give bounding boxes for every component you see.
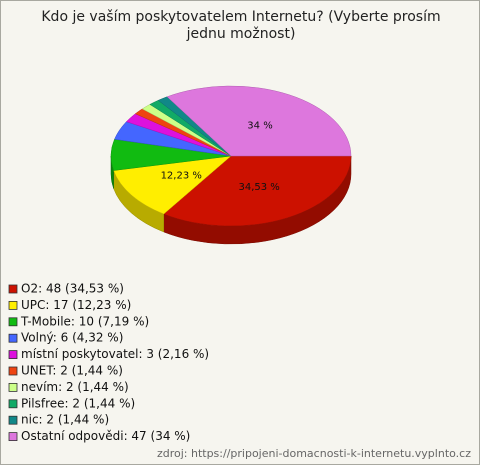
legend-swatch <box>8 382 18 392</box>
legend-swatch <box>8 350 18 360</box>
legend-label: UPC: 17 (12,23 %) <box>21 298 131 312</box>
legend-swatch <box>8 366 18 376</box>
legend-swatch <box>8 317 18 327</box>
legend-swatch <box>8 333 18 343</box>
legend-label: nic: 2 (1,44 %) <box>21 413 109 427</box>
value-label: 34 % <box>247 120 272 131</box>
legend-label: Ostatní odpovědi: 47 (34 %) <box>21 429 190 443</box>
legend-swatch <box>8 300 18 310</box>
slice <box>163 155 352 227</box>
legend-swatch <box>8 432 18 442</box>
value-label: 34,53 % <box>238 182 279 193</box>
legend-label: místní poskytovatel: 3 (2,16 %) <box>21 347 209 361</box>
legend-label: Volný: 6 (4,32 %) <box>21 331 123 345</box>
source: zdroj: https://pripojeni-domacnosti-k-in… <box>157 447 471 460</box>
legend-swatch <box>8 415 18 425</box>
legend-swatch <box>8 399 18 409</box>
legend-label: O2: 48 (34,53 %) <box>21 282 124 296</box>
legend-swatch <box>8 284 18 294</box>
value-label: 12,23 % <box>161 171 202 182</box>
legend-label: Pilsfree: 2 (1,44 %) <box>21 396 135 410</box>
legend-label: UNET: 2 (1,44 %) <box>21 364 123 378</box>
slice <box>113 155 232 215</box>
chart-title: Kdo je vaším poskytovatelem Internetu? (… <box>41 9 441 42</box>
slice <box>166 85 352 157</box>
legend-label: nevím: 2 (1,44 %) <box>21 380 129 394</box>
legend-label: T-Mobile: 10 (7,19 %) <box>20 314 149 328</box>
